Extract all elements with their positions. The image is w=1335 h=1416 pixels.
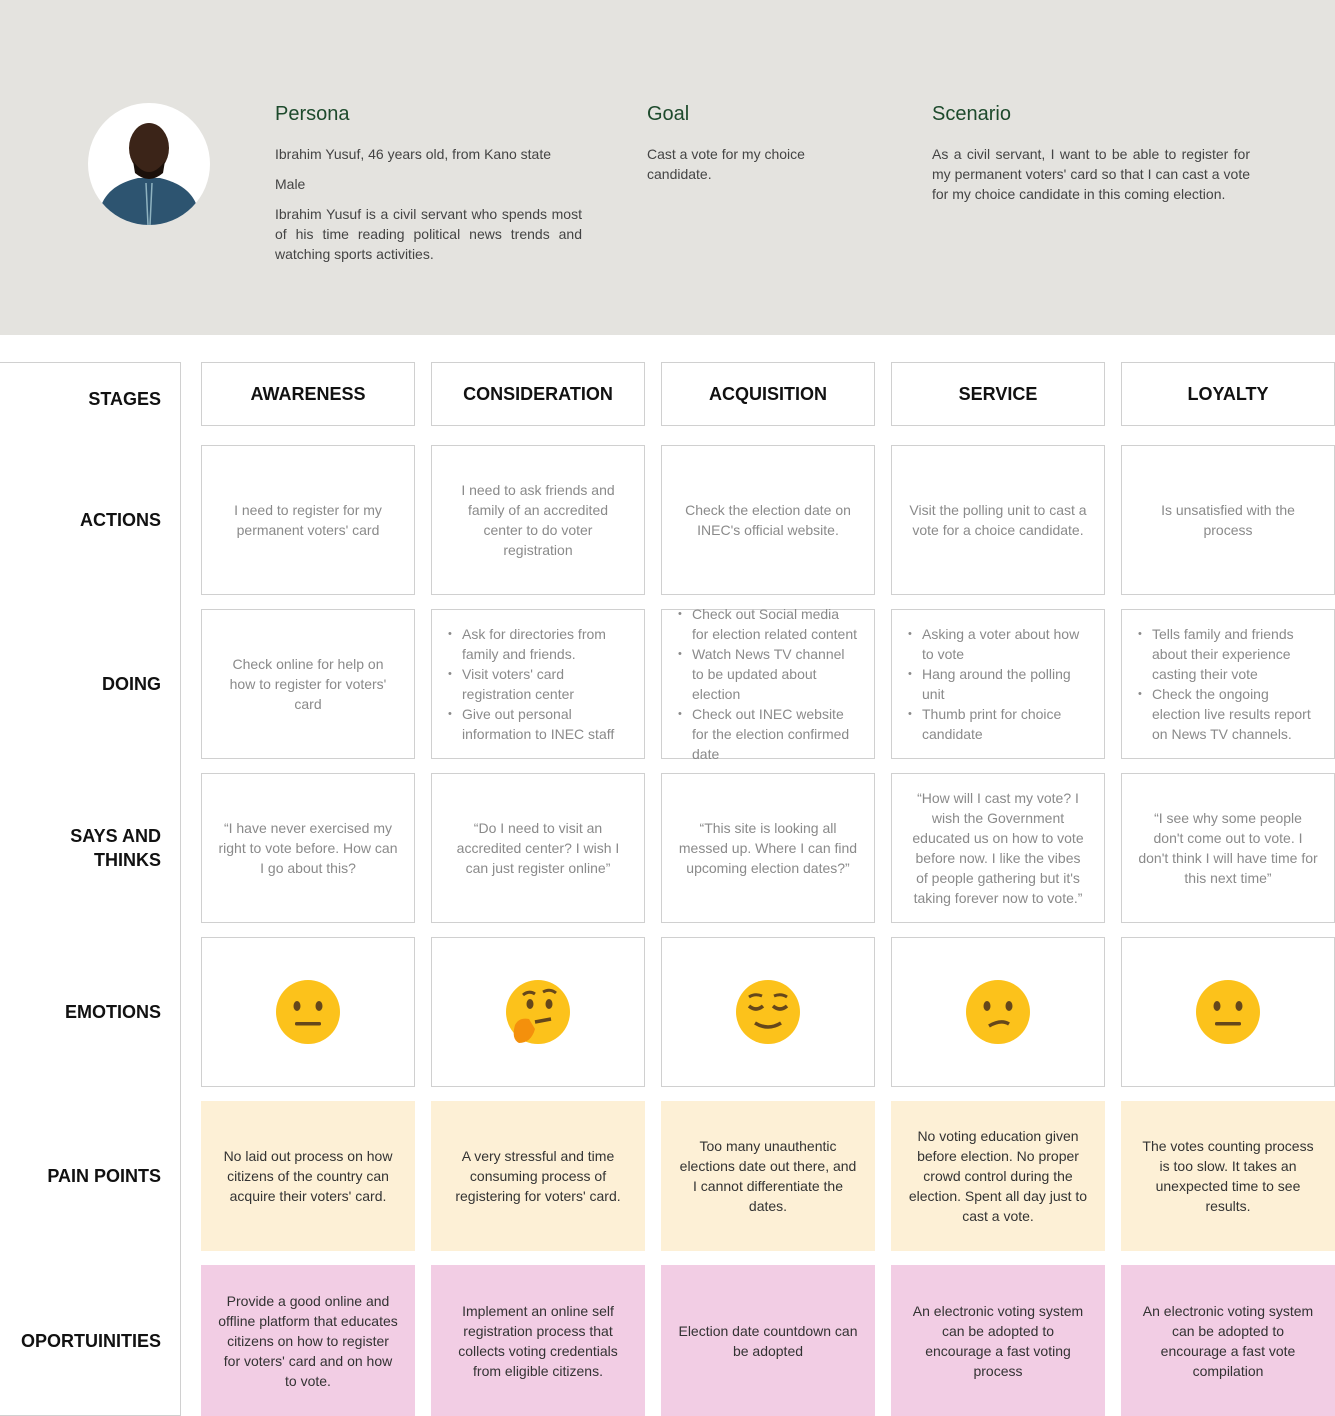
opportunity-cell: An electronic voting system can be adopt… — [1121, 1265, 1335, 1416]
says-thinks-cell: “How will I cast my vote? I wish the Gov… — [891, 773, 1105, 923]
doing-bullet: Thumb print for choice candidate — [908, 704, 1088, 744]
stage-cell: SERVICE — [891, 362, 1105, 426]
doing-bullet: Visit voters' card registration center — [448, 664, 628, 704]
doing-bullet: Check the ongoing election live results … — [1138, 684, 1318, 744]
stage-cell: AWARENESS — [201, 362, 415, 426]
persona-title: Persona — [275, 103, 350, 125]
stage-cell: CONSIDERATION — [431, 362, 645, 426]
doing-bullet: Hang around the polling unit — [908, 664, 1088, 704]
relieved-face-icon — [736, 980, 800, 1044]
doing-cell: Check online for help on how to register… — [201, 609, 415, 759]
opportunity-cell: Provide a good online and offline platfo… — [201, 1265, 415, 1416]
doing-cell: Ask for directories from family and frie… — [431, 609, 645, 759]
opportunity-cell: An electronic voting system can be adopt… — [891, 1265, 1105, 1416]
goal-section: Goal Cast a vote for my choice candidate… — [647, 103, 847, 194]
pain-point-cell: The votes counting process is too slow. … — [1121, 1101, 1335, 1251]
persona-header: Persona Ibrahim Yusuf, 46 years old, fro… — [0, 0, 1335, 335]
pain-point-cell: Too many unauthentic elections date out … — [661, 1101, 875, 1251]
row-label: ACTIONS — [80, 510, 161, 530]
pain-point-cell: No voting education given before electio… — [891, 1101, 1105, 1251]
scenario-section: Scenario As a civil servant, I want to b… — [932, 103, 1250, 214]
thinking-face-icon — [506, 980, 570, 1044]
confused-face-icon — [966, 980, 1030, 1044]
goal-title: Goal — [647, 103, 690, 125]
doing-cell: Asking a voter about how to voteHang aro… — [891, 609, 1105, 759]
doing-bullet: Tells family and friends about their exp… — [1138, 624, 1318, 684]
doing-bullet: Check out INEC website for the election … — [678, 704, 858, 764]
pain-point-cell: A very stressful and time consuming proc… — [431, 1101, 645, 1251]
pain-point-cell: No laid out process on how citizens of t… — [201, 1101, 415, 1251]
persona-info: Ibrahim Yusuf, 46 years old, from Kano s… — [275, 146, 552, 162]
action-cell: I need to ask friends and family of an a… — [431, 445, 645, 595]
doing-bullet: Check out Social media for election rela… — [678, 604, 858, 644]
says-thinks-cell: “This site is looking all messed up. Whe… — [661, 773, 875, 923]
persona-section: Persona Ibrahim Yusuf, 46 years old, fro… — [275, 103, 582, 274]
action-cell: Visit the polling unit to cast a vote fo… — [891, 445, 1105, 595]
goal-text: Cast a vote for my choice candidate. — [647, 146, 805, 182]
avatar — [88, 103, 210, 225]
doing-cell: Tells family and friends about their exp… — [1121, 609, 1335, 759]
row-label: OPORTUINITIES — [20, 1330, 161, 1351]
emotion-cell — [201, 937, 415, 1087]
opportunity-cell: Implement an online self registration pr… — [431, 1265, 645, 1416]
row-label: EMOTIONS — [64, 1002, 161, 1022]
opportunity-cell: Election date countdown can be adopted — [661, 1265, 875, 1416]
says-thinks-cell: “I have never exercised my right to vote… — [201, 773, 415, 923]
doing-cell: Check out Social media for election rela… — [661, 604, 875, 762]
action-cell: I need to register for my permanent vote… — [201, 445, 415, 595]
row-label: STAGES — [88, 389, 161, 409]
emotion-cell — [661, 937, 875, 1087]
action-cell: Check the election date on INEC's offici… — [661, 445, 875, 595]
scenario-title: Scenario — [932, 103, 1011, 125]
stage-cell: ACQUISITION — [661, 362, 875, 426]
scenario-text: As a civil servant, I want to be able to… — [932, 146, 1250, 202]
doing-bullet: Watch News TV channel to be updated abou… — [678, 644, 858, 704]
action-cell: Is unsatisfied with the process — [1121, 445, 1335, 595]
row-label: DOING — [101, 674, 161, 694]
emotion-cell — [891, 937, 1105, 1087]
says-thinks-cell: “Do I need to visit an accredited center… — [431, 773, 645, 923]
stage-cell: LOYALTY — [1121, 362, 1335, 426]
emotion-cell — [431, 937, 645, 1087]
row-label: PAIN POINTS — [47, 1166, 161, 1186]
row-label: SAYS AND THINKS — [70, 826, 161, 870]
says-thinks-cell: “I see why some people don't come out to… — [1121, 773, 1335, 923]
doing-bullet: Asking a voter about how to vote — [908, 624, 1088, 664]
persona-gender: Male — [275, 176, 306, 192]
emotion-cell — [1121, 937, 1335, 1087]
neutral-face-icon — [276, 980, 340, 1044]
doing-bullet: Give out personal information to INEC st… — [448, 704, 628, 744]
neutral-face-icon — [1196, 980, 1260, 1044]
persona-bio: Ibrahim Yusuf is a civil servant who spe… — [275, 206, 582, 262]
doing-bullet: Ask for directories from family and frie… — [448, 624, 628, 664]
